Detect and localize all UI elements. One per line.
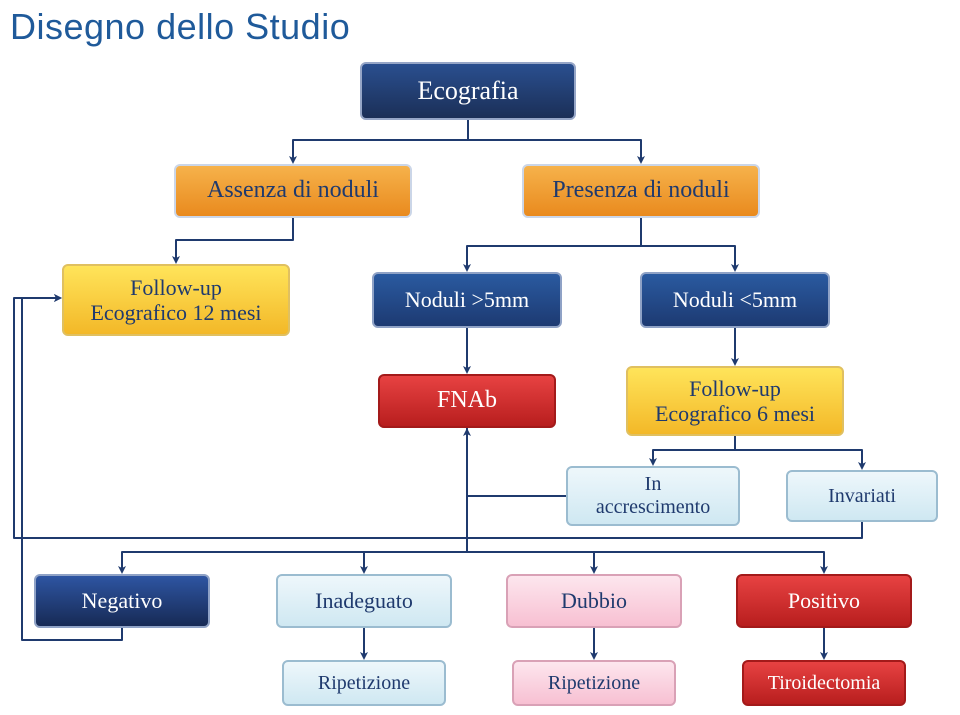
node-negativo: Negativo <box>34 574 210 628</box>
node-label: Noduli >5mm <box>405 287 529 312</box>
node-inadeguato: Inadeguato <box>276 574 452 628</box>
node-invariati: Invariati <box>786 470 938 522</box>
node-label: Inadeguato <box>315 588 413 613</box>
node-label: Dubbio <box>561 588 627 613</box>
node-label: Presenza di noduli <box>552 177 729 205</box>
edge-4 <box>641 218 735 270</box>
node-fnab: FNAb <box>378 374 556 428</box>
edge-3 <box>467 218 641 270</box>
edge-7 <box>653 436 735 464</box>
edge-12 <box>364 428 467 572</box>
node-fu6: Follow-upEcografico 6 mesi <box>626 366 844 436</box>
edge-1 <box>468 120 641 162</box>
node-label: Noduli <5mm <box>673 287 797 312</box>
node-presenza: Presenza di noduli <box>522 164 760 218</box>
edge-0 <box>293 120 468 162</box>
edge-8 <box>735 436 862 468</box>
node-label: Positivo <box>788 588 860 613</box>
edge-9 <box>467 430 566 496</box>
node-label: Ripetizione <box>318 672 410 695</box>
node-label: Follow-upEcografico 6 mesi <box>655 376 815 427</box>
node-label: Inaccrescimento <box>596 473 710 519</box>
node-positivo: Positivo <box>736 574 912 628</box>
node-in_acc: Inaccrescimento <box>566 466 740 526</box>
node-nod_lt5: Noduli <5mm <box>640 272 830 328</box>
node-label: Tiroidectomia <box>768 672 881 695</box>
node-dubbio: Dubbio <box>506 574 682 628</box>
node-assenza: Assenza di noduli <box>174 164 412 218</box>
node-label: Ripetizione <box>548 672 640 695</box>
node-fu12: Follow-upEcografico 12 mesi <box>62 264 290 336</box>
node-label: FNAb <box>437 387 497 415</box>
chart-title: Disegno dello Studio <box>10 6 350 48</box>
node-ripetizione2: Ripetizione <box>512 660 676 706</box>
node-label: Invariati <box>828 485 896 508</box>
node-label: Follow-upEcografico 12 mesi <box>90 275 261 326</box>
edge-11 <box>122 428 467 572</box>
node-label: Ecografia <box>417 76 518 106</box>
flowchart-canvas: Disegno dello Studio Ecografia Assenza di… <box>0 0 960 715</box>
node-label: Negativo <box>82 588 163 613</box>
node-label: Assenza di noduli <box>207 177 379 205</box>
node-nod_gt5: Noduli >5mm <box>372 272 562 328</box>
node-tiroidectomia: Tiroidectomia <box>742 660 906 706</box>
node-ripetizione1: Ripetizione <box>282 660 446 706</box>
edge-2 <box>176 218 293 262</box>
node-ecografia: Ecografia <box>360 62 576 120</box>
